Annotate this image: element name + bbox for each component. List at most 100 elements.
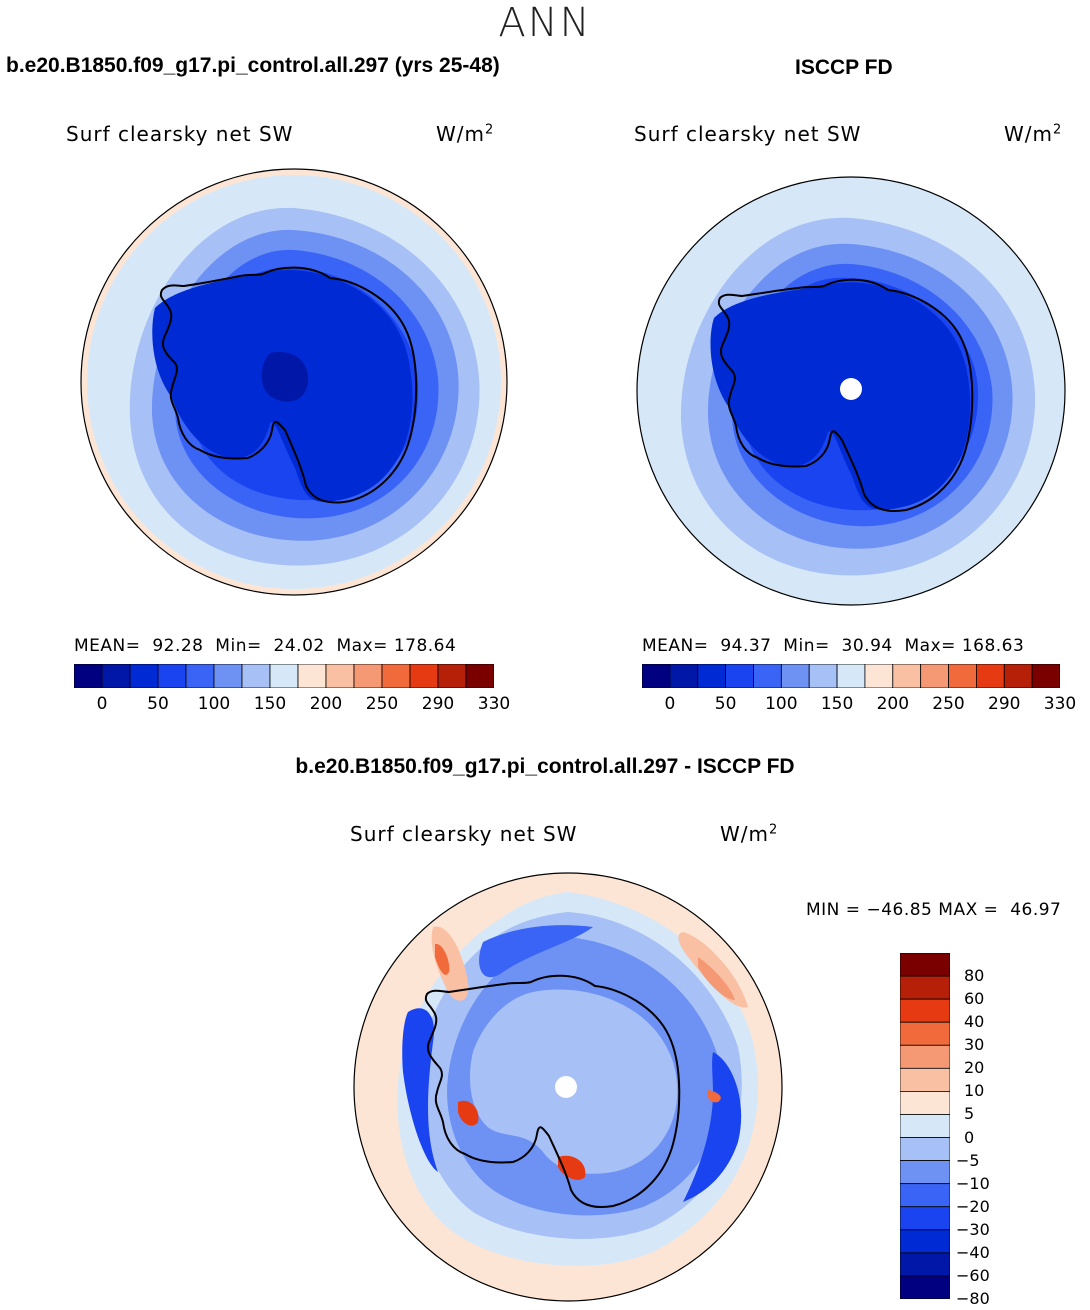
colorbar-swatch xyxy=(325,664,355,688)
panel2-antarctica-interior xyxy=(710,282,971,510)
colorbar-tick-label: 330 xyxy=(477,694,511,714)
colorbar-tick-label: 330 xyxy=(1043,694,1077,714)
colorbar-swatch xyxy=(780,664,810,688)
colorbar-swatch xyxy=(669,664,699,688)
colorbar-swatch xyxy=(185,664,215,688)
colorbar-swatch xyxy=(900,1114,950,1138)
panel2-stats: MEAN= 94.37 Min= 30.94 Max= 168.63 xyxy=(642,636,1025,656)
panel3-contour-neg40-east xyxy=(683,1052,742,1202)
panel1-units: W/m2 xyxy=(436,122,495,146)
panel1-variable-label: Surf clearsky net SW xyxy=(66,122,294,146)
panel3-contour-neg30-north xyxy=(479,925,593,978)
colorbar-tick-label: −20 xyxy=(956,1196,990,1216)
colorbar-swatch xyxy=(948,664,977,688)
panel1-colorbar-ticks: 0 50 100 150 200 250 290 330 xyxy=(74,694,511,716)
colorbar-swatch xyxy=(74,664,103,688)
colorbar-swatch xyxy=(297,664,327,688)
panel3-units: W/m2 xyxy=(720,822,779,846)
colorbar-tick-label: 80 xyxy=(964,966,985,986)
colorbar-swatch xyxy=(642,664,671,688)
panel3-title: b.e20.B1850.f09_g17.pi_control.all.297 -… xyxy=(295,755,795,778)
panel1-colorbar xyxy=(74,664,494,688)
colorbar-tick-label: 60 xyxy=(964,989,985,1009)
colorbar-tick-label: 0 xyxy=(664,694,676,714)
panel2-colorbar xyxy=(642,664,1060,688)
colorbar-swatch xyxy=(808,664,838,688)
panel2-colorbar-ticks: 0 50 100 150 200 250 290 330 xyxy=(642,694,1076,716)
colorbar-tick-label: 50 xyxy=(714,694,737,714)
colorbar-tick-label: 5 xyxy=(964,1104,975,1124)
panel3-variable-label: Surf clearsky net SW xyxy=(350,822,578,846)
colorbar-swatch xyxy=(900,1206,950,1231)
colorbar-tick-label: 10 xyxy=(964,1081,985,1101)
colorbar-swatch xyxy=(1031,664,1060,688)
panel2-coastline xyxy=(717,278,974,512)
colorbar-swatch xyxy=(697,664,727,688)
colorbar-tick-label: 100 xyxy=(197,694,231,714)
panel3-colorbar xyxy=(900,953,950,1299)
panel3-contour-pos40-c xyxy=(707,1090,721,1103)
colorbar-tick-label: 50 xyxy=(147,694,169,714)
colorbar-tick-label: −5 xyxy=(956,1150,980,1170)
colorbar-swatch xyxy=(409,664,439,688)
panel1-map-border xyxy=(80,168,508,596)
panel3-coastline xyxy=(424,974,681,1208)
colorbar-tick-label: 40 xyxy=(964,1012,985,1032)
panel3-colorbar-ticks: 80 60 40 30 20 10 5 0 −5 −10 −20 −30 −40 −60 −80 xyxy=(956,953,1016,1308)
panel2-missing-pole xyxy=(840,378,862,400)
panel1-coastline xyxy=(159,266,418,504)
colorbar-swatch xyxy=(900,975,950,1000)
panel2-variable-label: Surf clearsky net SW xyxy=(634,122,862,146)
colorbar-swatch xyxy=(269,664,299,688)
colorbar-swatch xyxy=(157,664,187,688)
panel2-polar-map xyxy=(636,176,1066,606)
colorbar-tick-label: 200 xyxy=(876,694,910,714)
panel1-title: b.e20.B1850.f09_g17.pi_control.all.297 (… xyxy=(6,54,500,77)
colorbar-tick-label: −30 xyxy=(956,1219,990,1239)
colorbar-swatch xyxy=(900,998,950,1023)
colorbar-tick-label: 0 xyxy=(964,1127,975,1147)
colorbar-swatch xyxy=(353,664,383,688)
colorbar-swatch xyxy=(725,664,754,688)
colorbar-swatch xyxy=(920,664,949,688)
page-title: ANN xyxy=(498,0,592,46)
colorbar-tick-label: −10 xyxy=(956,1173,990,1193)
panel1-stats: MEAN= 92.28 Min= 24.02 Max= 178.64 xyxy=(74,636,457,656)
colorbar-swatch xyxy=(892,664,922,688)
colorbar-tick-label: 0 xyxy=(96,694,108,714)
panel3-missing-pole xyxy=(555,1076,577,1098)
colorbar-swatch xyxy=(900,1229,950,1254)
colorbar-swatch xyxy=(900,953,950,977)
colorbar-swatch xyxy=(241,664,271,688)
panel3-stats: MIN = −46.85 MAX = 46.97 xyxy=(806,900,1062,920)
colorbar-swatch xyxy=(900,1090,950,1115)
colorbar-tick-label: −80 xyxy=(956,1289,990,1308)
colorbar-tick-label: 290 xyxy=(988,694,1021,714)
colorbar-swatch xyxy=(900,1160,950,1185)
panel3-contour-pos60-a xyxy=(458,1100,479,1126)
colorbar-tick-label: 250 xyxy=(932,694,965,714)
colorbar-swatch xyxy=(900,1044,950,1069)
panel3-polar-map xyxy=(353,872,783,1302)
colorbar-swatch xyxy=(101,664,131,688)
colorbar-tick-label: −60 xyxy=(956,1265,990,1285)
colorbar-swatch xyxy=(900,1137,950,1161)
colorbar-swatch xyxy=(900,1275,950,1299)
colorbar-tick-label: 200 xyxy=(309,694,343,714)
panel3-contour-pos20-east xyxy=(698,957,735,1000)
panel2-units: W/m2 xyxy=(1004,122,1063,146)
colorbar-swatch xyxy=(900,1252,950,1277)
colorbar-swatch xyxy=(129,664,159,688)
colorbar-swatch xyxy=(1003,664,1033,688)
panel2-title: ISCCP FD xyxy=(795,56,893,79)
colorbar-tick-label: 100 xyxy=(765,694,798,714)
panel1-polar-map xyxy=(80,168,508,596)
colorbar-swatch xyxy=(864,664,894,688)
colorbar-swatch xyxy=(900,1183,950,1208)
colorbar-swatch xyxy=(975,664,1005,688)
panel3-contour-pos40-west xyxy=(435,943,450,975)
colorbar-swatch xyxy=(465,664,494,688)
panel1-contour-25 xyxy=(261,352,309,402)
colorbar-swatch xyxy=(900,1021,950,1046)
colorbar-tick-label: −40 xyxy=(956,1242,990,1262)
